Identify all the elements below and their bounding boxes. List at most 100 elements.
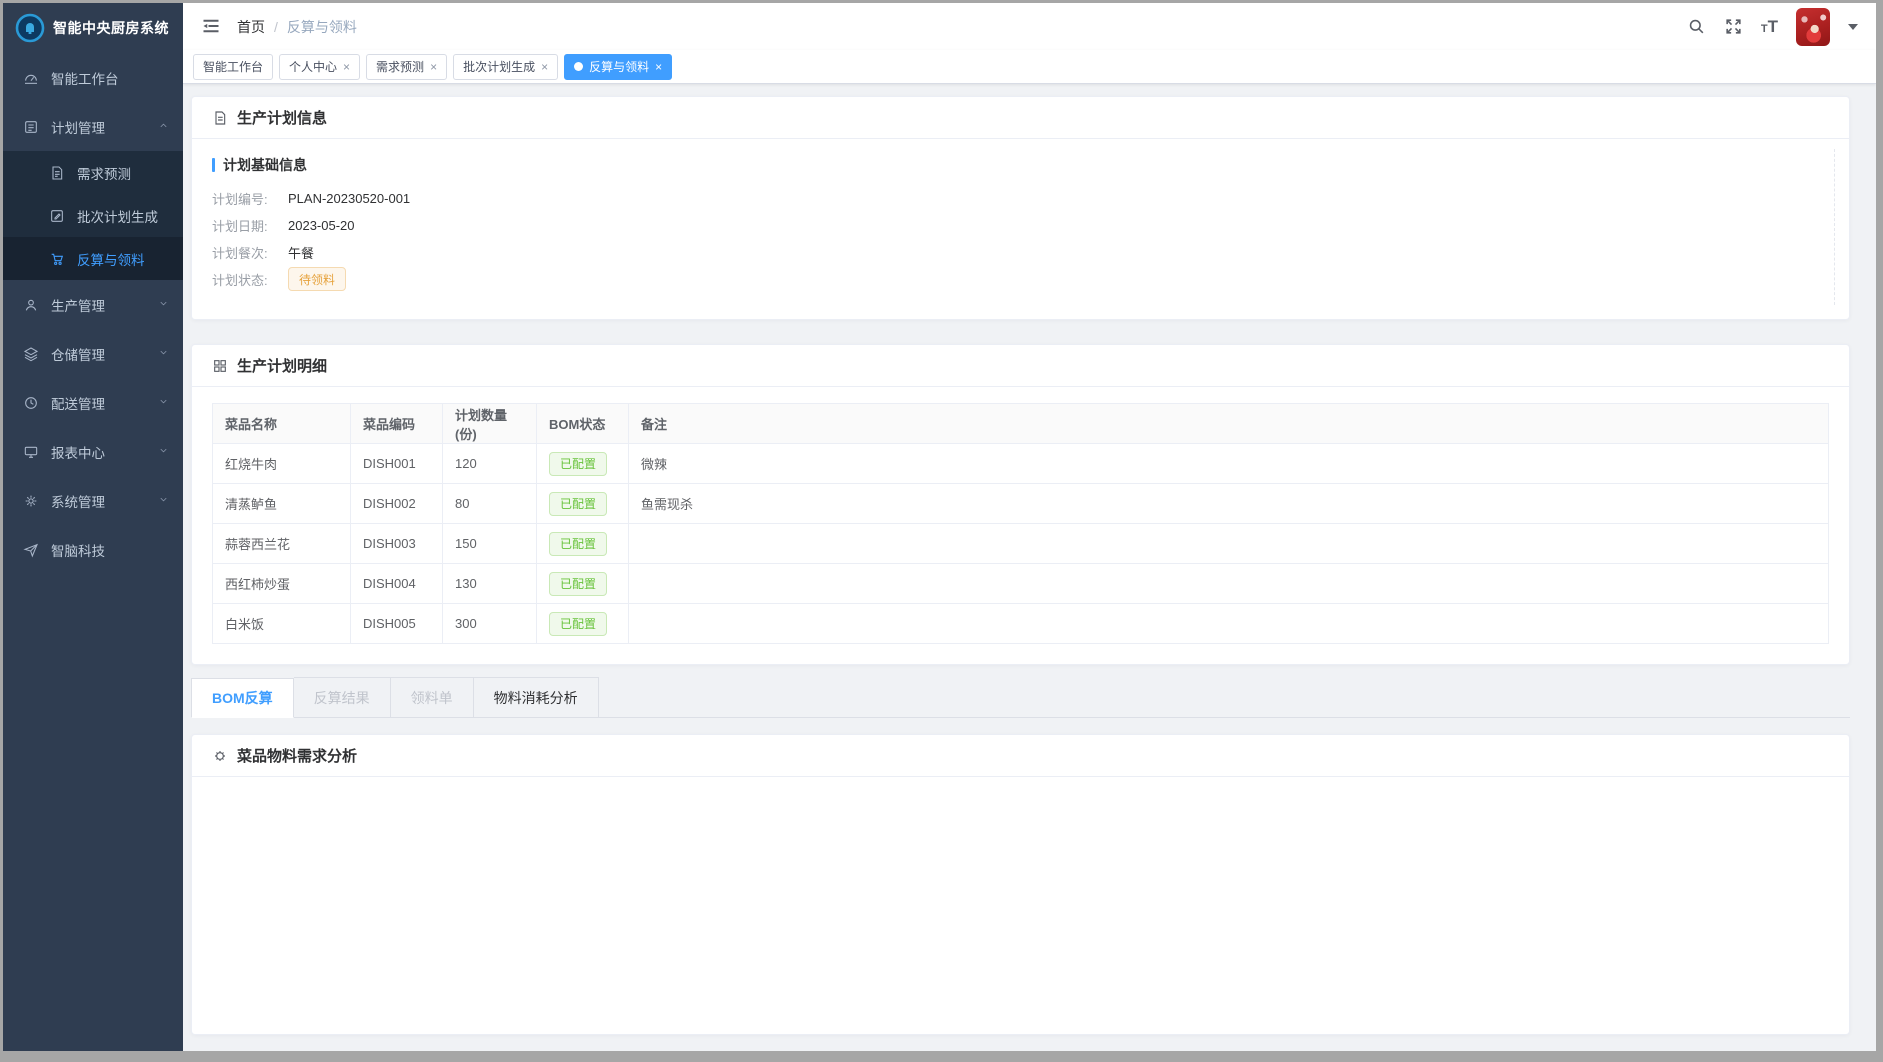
fullscreen-icon: [1726, 19, 1741, 34]
setting-icon: [215, 750, 225, 761]
field-plan-no: 计划编号: PLAN-20230520-001: [212, 190, 411, 207]
bottom-tabs: BOM反算 反算结果 领料单 物料消耗分析: [191, 677, 1850, 718]
plan-info-card-header: 生产计划信息: [192, 97, 1849, 139]
search-button[interactable]: [1687, 17, 1706, 36]
gear-icon: [25, 495, 37, 506]
monitor-icon: [24, 446, 38, 458]
bom-status-badge: 已配置: [549, 451, 608, 476]
tags-view: 智能工作台 个人中心 × 需求预测 × 批次计划生成 × 反算与领料 ×: [183, 50, 1876, 84]
sidebar-item-label: 仓储管理: [51, 347, 105, 363]
sidebar-toggle-button[interactable]: [201, 16, 223, 38]
breadcrumb-separator: /: [274, 18, 278, 35]
sidebar-item-label: 计划管理: [51, 120, 105, 136]
tab-bom-calc[interactable]: BOM反算: [191, 678, 294, 718]
analysis-card-body: [192, 777, 1849, 1034]
plan-detail-card-header: 生产计划明细: [192, 345, 1849, 387]
table-row[interactable]: 白米饭 DISH005 300 已配置: [212, 603, 1829, 644]
sidebar-item-label: 配送管理: [51, 396, 105, 412]
field-plan-date: 计划日期: 2023-05-20: [212, 217, 355, 234]
tag-label: 个人中心: [289, 60, 338, 74]
table-row[interactable]: 红烧牛肉 DISH001 120 已配置 微辣: [212, 443, 1829, 484]
app-logo: 智能中央厨房系统: [3, 3, 183, 53]
app-window: 智能中央厨房系统 智能工作台 计划管理 需求预测 批次计划生成: [3, 3, 1876, 1051]
sidebar-item-dashboard[interactable]: 智能工作台: [3, 53, 183, 102]
logo-icon: [15, 13, 45, 43]
table-row[interactable]: 清蒸鲈鱼 DISH002 80 已配置 鱼需现杀: [212, 483, 1829, 524]
app-title: 智能中央厨房系统: [53, 20, 169, 36]
chevron-down-icon: [160, 301, 167, 306]
sidebar-item-reports[interactable]: 报表中心: [3, 427, 183, 476]
tab-picking-list[interactable]: 领料单: [390, 677, 474, 717]
section-title: 计划基础信息: [212, 155, 1829, 175]
card-title: 菜品物料需求分析: [237, 748, 358, 765]
sidebar-item-material-picking[interactable]: 反算与领料: [3, 237, 183, 280]
close-icon[interactable]: ×: [343, 59, 351, 74]
close-icon[interactable]: ×: [655, 59, 663, 74]
section-accent-bar: [212, 158, 215, 172]
user-icon: [25, 299, 37, 311]
sidebar-item-system[interactable]: 系统管理: [3, 476, 183, 525]
avatar[interactable]: [1796, 7, 1830, 46]
document-icon: [215, 110, 226, 125]
sidebar-item-production[interactable]: 生产管理: [3, 280, 183, 329]
fullscreen-button[interactable]: [1724, 17, 1743, 36]
sidebar-item-batch-plan[interactable]: 批次计划生成: [3, 194, 183, 237]
sidebar-item-demand-forecast[interactable]: 需求预测: [3, 151, 183, 194]
chevron-up-icon: [160, 123, 167, 128]
close-icon[interactable]: ×: [430, 59, 438, 74]
bom-status-badge: 已配置: [549, 491, 608, 516]
clock-icon: [25, 396, 37, 409]
sidebar-item-label: 智能工作台: [51, 71, 119, 87]
breadcrumb-home[interactable]: 首页: [237, 18, 265, 35]
caret-down-icon[interactable]: [1848, 23, 1858, 30]
bom-status-badge: 已配置: [549, 611, 608, 636]
table-row[interactable]: 蒜蓉西兰花 DISH003 150 已配置: [212, 523, 1829, 564]
analysis-card-header: 菜品物料需求分析: [192, 735, 1849, 777]
sidebar-item-label: 系统管理: [51, 494, 105, 510]
tab-calc-result[interactable]: 反算结果: [293, 677, 391, 717]
bom-status-badge: 已配置: [549, 531, 608, 556]
sidebar-item-ai-tech[interactable]: 智脑科技: [3, 525, 183, 574]
tag-demand-forecast[interactable]: 需求预测 ×: [366, 53, 448, 80]
sidebar-item-plan-management[interactable]: 计划管理: [3, 102, 183, 151]
sidebar-item-label: 需求预测: [77, 166, 131, 182]
grid-icon: [214, 359, 226, 372]
sidebar-item-label: 生产管理: [51, 298, 105, 314]
sidebar-item-delivery[interactable]: 配送管理: [3, 378, 183, 427]
tag-profile[interactable]: 个人中心 ×: [279, 53, 361, 80]
send-icon: [23, 543, 38, 558]
font-size-button[interactable]: TT: [1760, 16, 1778, 36]
col-header: 菜品名称: [212, 403, 351, 444]
col-header: 计划数量(份): [442, 403, 537, 444]
col-header: 菜品编码: [350, 403, 443, 444]
tag-batch-plan[interactable]: 批次计划生成 ×: [453, 53, 559, 80]
sidebar-item-warehouse[interactable]: 仓储管理: [3, 329, 183, 378]
plan-detail-table: 菜品名称 菜品编码 计划数量(份) BOM状态 备注 红烧牛肉 DISH001: [212, 403, 1829, 644]
main-area: 首页 / 反算与领料 TT 智能工作台 个人中心: [183, 3, 1876, 1051]
card-title: 生产计划信息: [237, 110, 328, 127]
close-icon[interactable]: ×: [541, 59, 549, 74]
card-title: 生产计划明细: [237, 358, 328, 375]
tab-material-consumption[interactable]: 物料消耗分析: [473, 677, 599, 717]
tag-label: 反算与领料: [589, 60, 650, 74]
tag-dashboard[interactable]: 智能工作台: [193, 53, 274, 80]
breadcrumb-current: 反算与领料: [286, 18, 357, 35]
tag-material-picking[interactable]: 反算与领料 ×: [564, 53, 673, 80]
search-icon: [1689, 19, 1704, 34]
plan-info-card: 生产计划信息 计划基础信息 计划编号: PLAN-20230520-001 计划…: [191, 96, 1850, 320]
sidebar-menu: 智能工作台 计划管理 需求预测 批次计划生成 反算与领料: [3, 53, 183, 1051]
cart-icon: [51, 253, 64, 265]
sidebar-item-label: 报表中心: [51, 445, 105, 461]
table-row[interactable]: 西红柿炒蛋 DISH004 130 已配置: [212, 563, 1829, 604]
chevron-down-icon: [160, 497, 167, 502]
col-header: 备注: [628, 403, 1829, 444]
bom-status-badge: 已配置: [549, 571, 608, 596]
breadcrumb: 首页 / 反算与领料: [237, 17, 357, 37]
field-plan-status: 计划状态: 待领料: [212, 267, 1829, 291]
plan-detail-table-wrap: 菜品名称 菜品编码 计划数量(份) BOM状态 备注 红烧牛肉 DISH001: [192, 387, 1849, 664]
top-navbar: 首页 / 反算与领料 TT: [183, 3, 1876, 50]
table-header-row: 菜品名称 菜品编码 计划数量(份) BOM状态 备注: [212, 403, 1829, 444]
page-content: 生产计划信息 计划基础信息 计划编号: PLAN-20230520-001 计划…: [183, 84, 1876, 1051]
layers-icon: [23, 346, 39, 361]
